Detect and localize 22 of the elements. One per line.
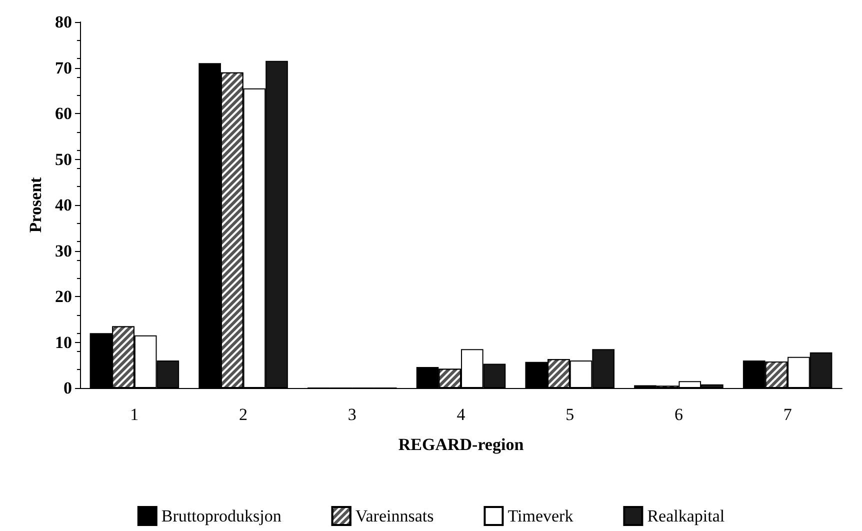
y-tick-label: 30 [55,241,72,260]
x-tick-label: 7 [783,405,792,424]
legend-label: Bruttoproduksjon [161,506,282,526]
x-tick-label: 1 [130,405,139,424]
x-axis-title: REGARD-region [398,435,524,454]
y-tick-label: 0 [64,378,72,398]
y-axis-title: Prosent [26,176,45,233]
y-tick-label: 10 [55,332,72,352]
x-tick-label: 3 [348,405,356,424]
x-tick-label: 4 [456,405,466,424]
legend-label: Realkapital [647,506,725,526]
x-tick-label: 5 [566,405,574,424]
y-tick-label: 50 [55,150,72,169]
y-tick-label: 80 [55,12,72,32]
x-tick-label: 2 [239,405,248,424]
legend-label: Timeverk [508,506,574,526]
y-tick-label: 20 [55,287,72,306]
x-tick-label: 6 [674,405,683,424]
y-tick-label: 60 [55,104,72,123]
y-tick-label: 70 [55,58,72,78]
y-tick-label: 40 [55,196,72,214]
legend-label: Vareinnsats [355,506,434,526]
